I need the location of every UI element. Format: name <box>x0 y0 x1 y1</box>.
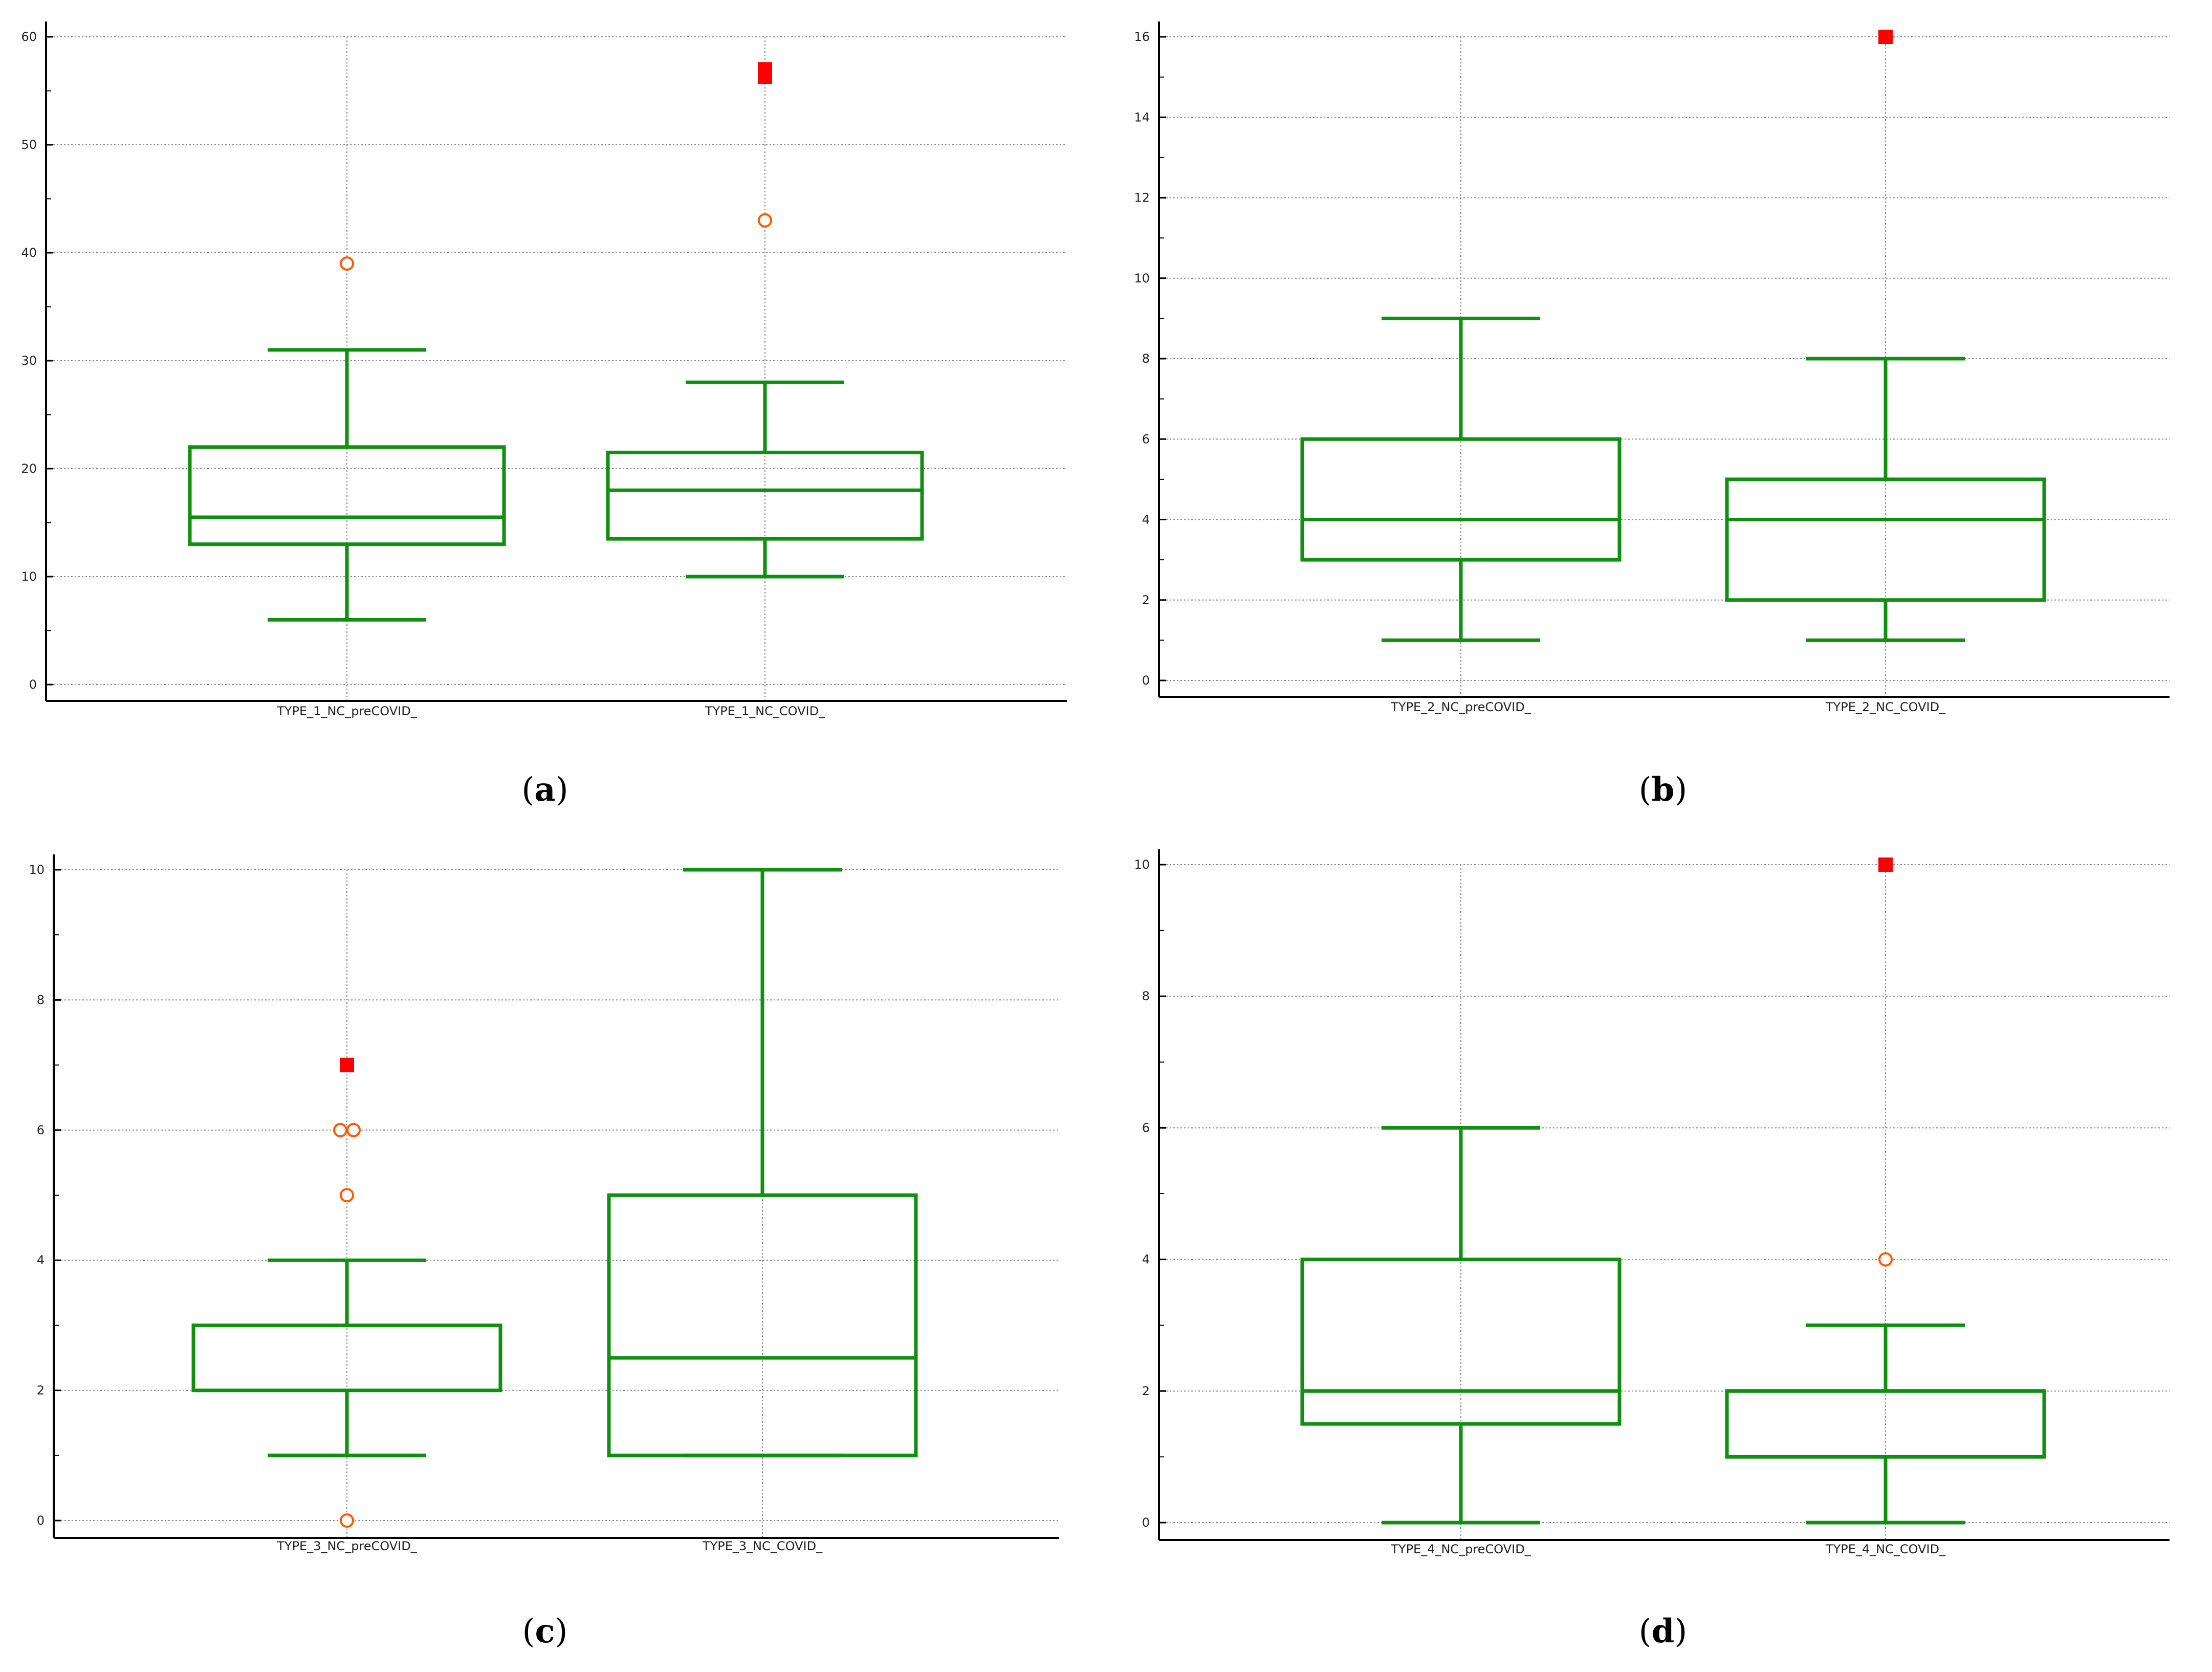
y-tick-label: 0 <box>37 1513 45 1528</box>
y-tick-label: 6 <box>37 1123 45 1137</box>
box-iqr <box>606 450 924 541</box>
y-tick-label: 16 <box>1134 30 1150 44</box>
category-label: TYPE_1_NC_preCOVID_ <box>276 704 417 718</box>
outlier-point <box>1878 1252 1893 1267</box>
outlier-point <box>346 1123 361 1137</box>
y-tick-label: 4 <box>37 1253 45 1267</box>
far-outlier-point <box>758 62 772 77</box>
panel-label-letter: d <box>1652 1612 1675 1651</box>
panel-label-close: ) <box>1674 1613 1687 1651</box>
panel-label-open: ( <box>522 1613 535 1651</box>
outlier-point <box>340 1188 354 1202</box>
y-tick-label: 30 <box>21 354 37 368</box>
panel-label-close: ) <box>1674 771 1687 809</box>
y-tick-label: 8 <box>37 993 45 1007</box>
box-iqr <box>1300 437 1622 562</box>
category-label: TYPE_3_NC_preCOVID_ <box>276 1539 417 1553</box>
y-tick-label: 12 <box>1134 191 1150 205</box>
box-iqr <box>607 1193 918 1458</box>
panel-label: (c) <box>522 1612 568 1651</box>
chart-panel-a: 0 10 20 30 40 50 60 TYPE_1_NC_preCOVID_ TYPE_1_N… <box>21 21 1067 809</box>
y-tick-label: 0 <box>1142 673 1150 688</box>
category-label: TYPE_3_NC_COVID_ <box>702 1539 823 1553</box>
panel-label-letter: a <box>534 771 555 809</box>
far-outlier-point <box>1878 857 1893 872</box>
category-label: TYPE_2_NC_COVID_ <box>1825 700 1946 714</box>
y-tick-label: 40 <box>21 246 37 260</box>
y-tick-label: 0 <box>1142 1515 1150 1530</box>
y-tick-label: 10 <box>21 569 37 584</box>
far-outlier-point <box>1878 30 1893 44</box>
category-label: TYPE_1_NC_COVID_ <box>705 704 825 718</box>
category-label: TYPE_2_NC_preCOVID_ <box>1390 700 1531 714</box>
y-tick-label: 4 <box>1142 1252 1150 1267</box>
y-tick-label: 10 <box>1134 857 1150 872</box>
far-outlier-point <box>340 1058 354 1072</box>
y-tick-label: 10 <box>1134 271 1150 285</box>
box-iqr <box>188 445 506 546</box>
y-tick-label: 6 <box>1142 1120 1150 1135</box>
y-tick-label: 14 <box>1134 110 1150 124</box>
panel-label-letter: b <box>1652 771 1675 809</box>
panel-label: (a) <box>521 771 568 809</box>
outlier-point <box>340 256 354 271</box>
y-tick-label: 8 <box>1142 351 1150 366</box>
category-label: TYPE_4_NC_preCOVID_ <box>1390 1542 1531 1556</box>
y-tick-label: 2 <box>1142 1384 1150 1398</box>
outlier-point <box>333 1123 347 1137</box>
panel-label-letter: c <box>535 1612 555 1651</box>
category-label: TYPE_4_NC_COVID_ <box>1825 1542 1946 1556</box>
panel-label: (b) <box>1639 771 1688 809</box>
y-tick-label: 8 <box>1142 989 1150 1003</box>
panel-label-close: ) <box>556 771 568 809</box>
y-tick-label: 4 <box>1142 513 1150 527</box>
box-iqr <box>1300 1258 1622 1426</box>
outlier-point <box>340 1513 354 1528</box>
box-iqr <box>1725 477 2046 602</box>
y-tick-label: 50 <box>21 138 37 152</box>
chart-panel-c: 0 2 4 6 8 10 TYPE_3_NC_preCOVID_ TYPE_3_NC_COVI… <box>29 854 1059 1651</box>
y-tick-label: 20 <box>21 461 37 476</box>
panel-label: (d) <box>1639 1612 1688 1651</box>
outlier-point <box>758 213 772 228</box>
panel-label-open: ( <box>1639 1613 1652 1651</box>
panel-label-open: ( <box>521 771 534 809</box>
y-tick-label: 60 <box>21 30 37 44</box>
y-tick-label: 2 <box>1142 593 1150 607</box>
y-tick-label: 10 <box>29 863 45 877</box>
y-tick-label: 2 <box>37 1383 45 1398</box>
y-tick-label: 6 <box>1142 432 1150 446</box>
chart-panel-d: 0 2 4 6 8 10 TYPE_4_NC_preCOVID_ TYPE_4_NC_COVI… <box>1134 849 2170 1651</box>
panel-label-open: ( <box>1639 771 1652 809</box>
chart-panel-b: 0 2 4 6 8 10 12 14 16 TYPE_2_NC_preCOVID_ TYPE_2_N… <box>1134 21 2170 809</box>
y-tick-label: 0 <box>29 677 37 692</box>
panel-label-close: ) <box>555 1613 567 1651</box>
